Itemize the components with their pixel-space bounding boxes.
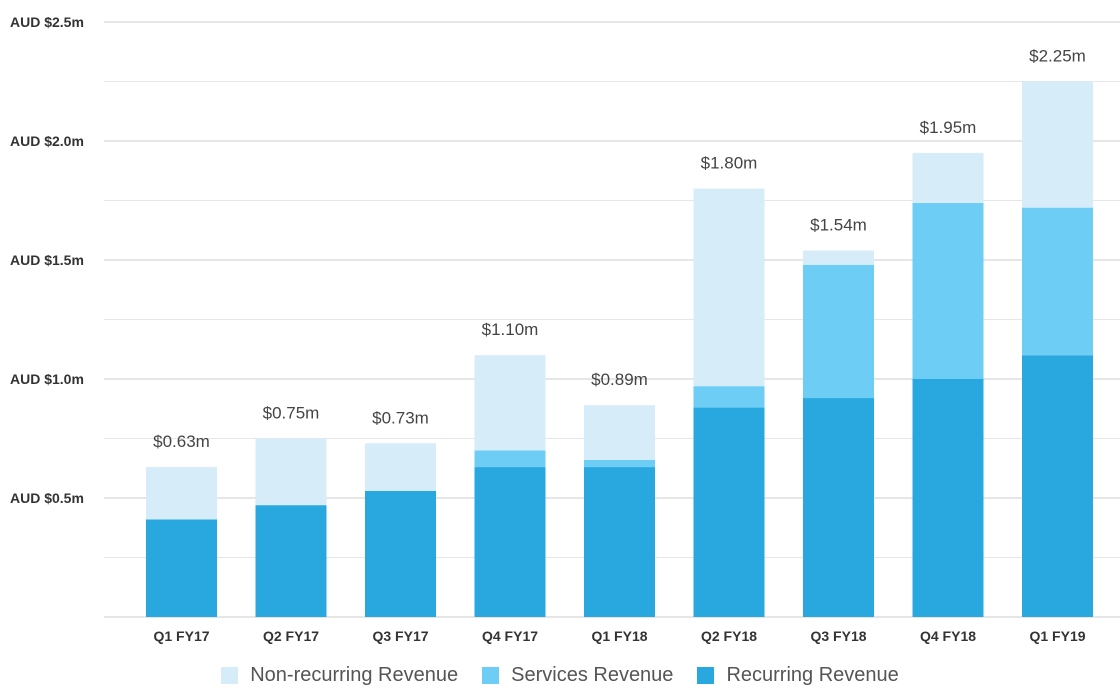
total-label: $1.80m bbox=[701, 154, 758, 173]
bar-segment-recurring-revenue bbox=[1022, 355, 1093, 617]
bar-segment-recurring-revenue bbox=[255, 505, 327, 617]
bar-segment-recurring-revenue bbox=[474, 467, 546, 617]
bar-segment-services-revenue bbox=[693, 386, 765, 408]
legend-item: Non-recurring Revenue bbox=[221, 664, 458, 687]
legend-item: Services Revenue bbox=[482, 664, 673, 687]
legend-label: Non-recurring Revenue bbox=[250, 664, 459, 686]
legend: Non-recurring Revenue Services Revenue Rec… bbox=[0, 664, 1120, 687]
y-axis-ticks: AUD $0.5m AUD $1.0m AUD $1.5m AUD $2.0m AUD … bbox=[10, 14, 84, 506]
total-label: $0.73m bbox=[372, 408, 429, 427]
bar-segment-services-revenue bbox=[803, 264, 874, 399]
bar-segment-non-recurring-revenue bbox=[1022, 81, 1093, 208]
y-tick-label: AUD $2.0m bbox=[10, 133, 84, 149]
bar-segment-recurring-revenue bbox=[912, 379, 984, 617]
bar-segment-recurring-revenue bbox=[693, 407, 765, 617]
total-label: $0.89m bbox=[591, 370, 648, 389]
x-tick-label: Q3 FY18 bbox=[810, 628, 866, 644]
total-label: $1.10m bbox=[482, 320, 539, 339]
bar-segment-recurring-revenue bbox=[146, 519, 217, 617]
total-label: $0.63m bbox=[153, 432, 210, 451]
y-tick-label: AUD $1.5m bbox=[10, 252, 84, 268]
x-tick-label: Q4 FY18 bbox=[920, 628, 976, 644]
bar-segment-non-recurring-revenue bbox=[584, 405, 655, 460]
bars bbox=[146, 81, 1093, 617]
total-label: $2.25m bbox=[1029, 47, 1086, 66]
bar-segment-services-revenue bbox=[584, 459, 655, 468]
x-tick-label: Q1 FY18 bbox=[591, 628, 647, 644]
total-labels: $0.63m $0.75m $0.73m $1.10m $0.89m $1.80m $1.5… bbox=[153, 47, 1086, 452]
x-tick-label: Q4 FY17 bbox=[482, 628, 538, 644]
bar-segment-non-recurring-revenue bbox=[474, 355, 546, 451]
bar-segment-services-revenue bbox=[474, 450, 546, 468]
x-axis-ticks: Q1 FY17 Q2 FY17 Q3 FY17 Q4 FY17 Q1 FY18 Q2 FY… bbox=[153, 628, 1085, 644]
bar-segment-non-recurring-revenue bbox=[365, 443, 436, 491]
y-tick-label: AUD $2.5m bbox=[10, 14, 84, 30]
legend-swatch bbox=[221, 667, 239, 684]
bar-segment-recurring-revenue bbox=[584, 467, 655, 617]
y-tick-label: AUD $1.0m bbox=[10, 371, 84, 387]
legend-label: Services Revenue bbox=[511, 664, 674, 686]
bar-segment-services-revenue bbox=[912, 202, 984, 379]
bar-segment-recurring-revenue bbox=[365, 490, 436, 617]
x-tick-label: Q1 FY17 bbox=[153, 628, 209, 644]
total-label: $0.75m bbox=[263, 404, 320, 423]
x-tick-label: Q2 FY18 bbox=[701, 628, 757, 644]
bar-segment-services-revenue bbox=[1022, 207, 1093, 356]
bar-segment-non-recurring-revenue bbox=[803, 250, 874, 265]
y-tick-label: AUD $0.5m bbox=[10, 490, 84, 506]
x-tick-label: Q2 FY17 bbox=[263, 628, 319, 644]
legend-swatch bbox=[482, 667, 500, 684]
bar-segment-non-recurring-revenue bbox=[693, 188, 765, 387]
total-label: $1.54m bbox=[810, 215, 867, 234]
legend-label: Recurring Revenue bbox=[726, 664, 899, 686]
bar-segment-non-recurring-revenue bbox=[912, 152, 984, 203]
bar-segment-non-recurring-revenue bbox=[146, 467, 217, 520]
total-label: $1.95m bbox=[920, 118, 977, 137]
x-tick-label: Q3 FY17 bbox=[372, 628, 428, 644]
bar-segment-non-recurring-revenue bbox=[255, 438, 327, 506]
bar-segment-recurring-revenue bbox=[803, 398, 874, 617]
legend-swatch bbox=[697, 667, 715, 684]
legend-item: Recurring Revenue bbox=[697, 664, 899, 687]
x-tick-label: Q1 FY19 bbox=[1029, 628, 1085, 644]
